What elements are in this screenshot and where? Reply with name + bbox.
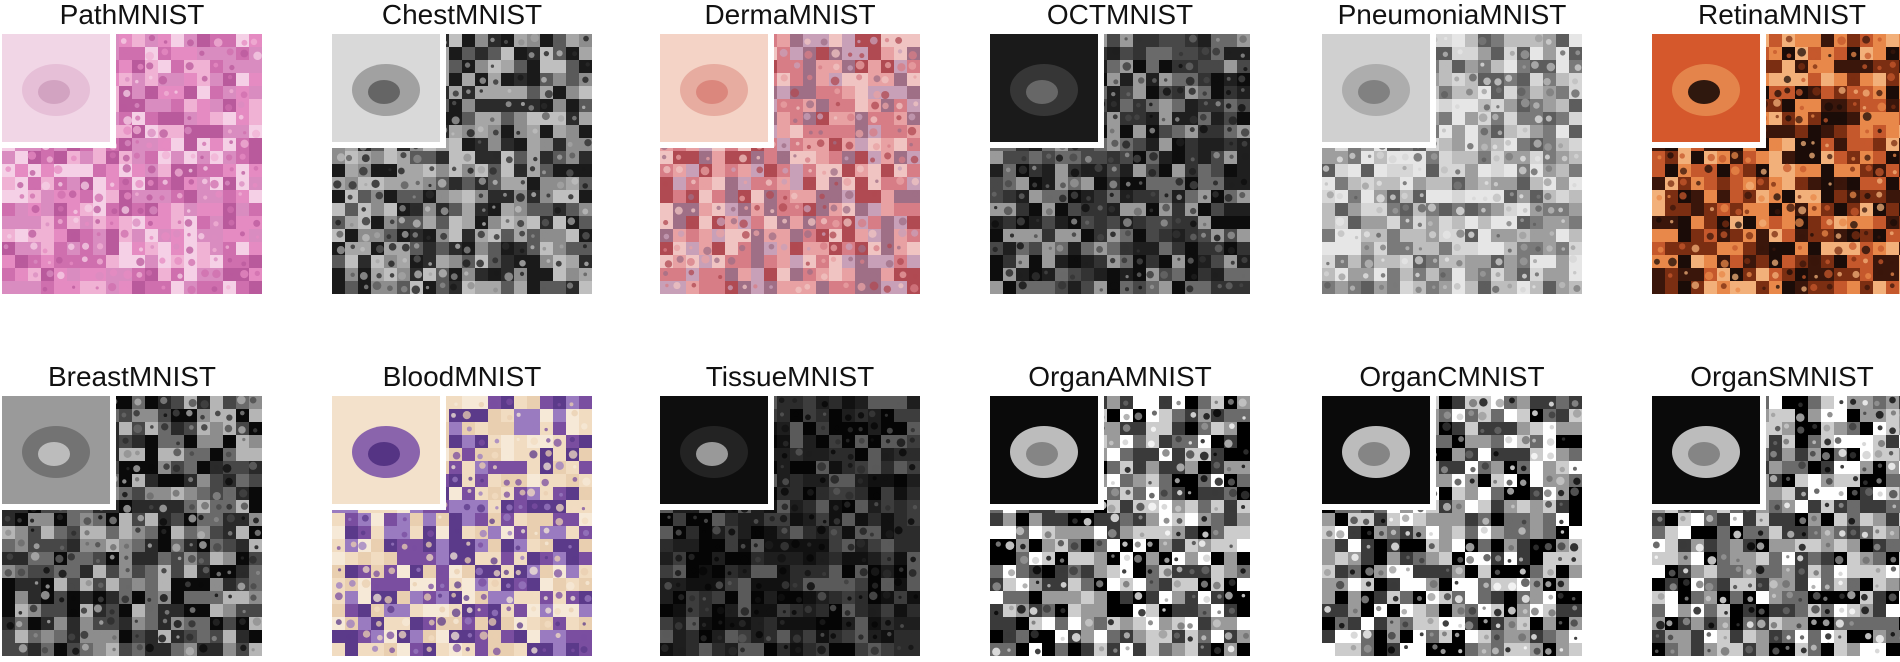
sample-mosaic-panel <box>990 34 1250 294</box>
dataset-cell: OCTMNIST <box>980 0 1260 300</box>
zoomed-sample-inset <box>1652 396 1760 504</box>
dataset-cell: PathMNIST <box>0 0 272 300</box>
dataset-cell: RetinaMNIST <box>1642 0 1900 300</box>
zoomed-sample-inset <box>1322 396 1430 504</box>
zoomed-sample-inset <box>660 34 768 142</box>
dataset-cell: BreastMNIST <box>0 362 272 662</box>
dataset-cell: ChestMNIST <box>322 0 602 300</box>
sample-mosaic-panel <box>2 34 262 294</box>
sample-mosaic-panel <box>660 34 920 294</box>
sample-mosaic-panel <box>1652 34 1900 294</box>
dataset-title: OCTMNIST <box>980 0 1260 30</box>
dataset-title: BloodMNIST <box>322 362 602 392</box>
sample-mosaic-panel <box>1322 396 1582 656</box>
dataset-title: BreastMNIST <box>0 362 272 392</box>
sample-mosaic-panel <box>1322 34 1582 294</box>
zoomed-sample-inset <box>1322 34 1430 142</box>
dataset-cell: OrganSMNIST <box>1642 362 1900 662</box>
zoomed-sample-inset <box>660 396 768 504</box>
dataset-cell: DermaMNIST <box>650 0 930 300</box>
sample-mosaic-panel <box>1652 396 1900 656</box>
sample-mosaic-panel <box>332 396 592 656</box>
dataset-title: PathMNIST <box>0 0 272 30</box>
dataset-title: DermaMNIST <box>650 0 930 30</box>
zoomed-sample-inset <box>332 396 440 504</box>
sample-mosaic-panel <box>660 396 920 656</box>
dataset-title: ChestMNIST <box>322 0 602 30</box>
zoomed-sample-inset <box>1652 34 1760 142</box>
dataset-cell: BloodMNIST <box>322 362 602 662</box>
sample-mosaic-panel <box>332 34 592 294</box>
dataset-cell: OrganAMNIST <box>980 362 1260 662</box>
sample-mosaic-panel <box>2 396 262 656</box>
dataset-cell: PneumoniaMNIST <box>1312 0 1592 300</box>
dataset-title: PneumoniaMNIST <box>1312 0 1592 30</box>
dataset-cell: TissueMNIST <box>650 362 930 662</box>
dataset-title: OrganCMNIST <box>1312 362 1592 392</box>
zoomed-sample-inset <box>2 34 110 142</box>
dataset-title: OrganAMNIST <box>980 362 1260 392</box>
dataset-title: RetinaMNIST <box>1642 0 1900 30</box>
zoomed-sample-inset <box>990 34 1098 142</box>
zoomed-sample-inset <box>2 396 110 504</box>
dataset-title: TissueMNIST <box>650 362 930 392</box>
zoomed-sample-inset <box>990 396 1098 504</box>
dataset-cell: OrganCMNIST <box>1312 362 1592 662</box>
dataset-title: OrganSMNIST <box>1642 362 1900 392</box>
zoomed-sample-inset <box>332 34 440 142</box>
sample-mosaic-panel <box>990 396 1250 656</box>
